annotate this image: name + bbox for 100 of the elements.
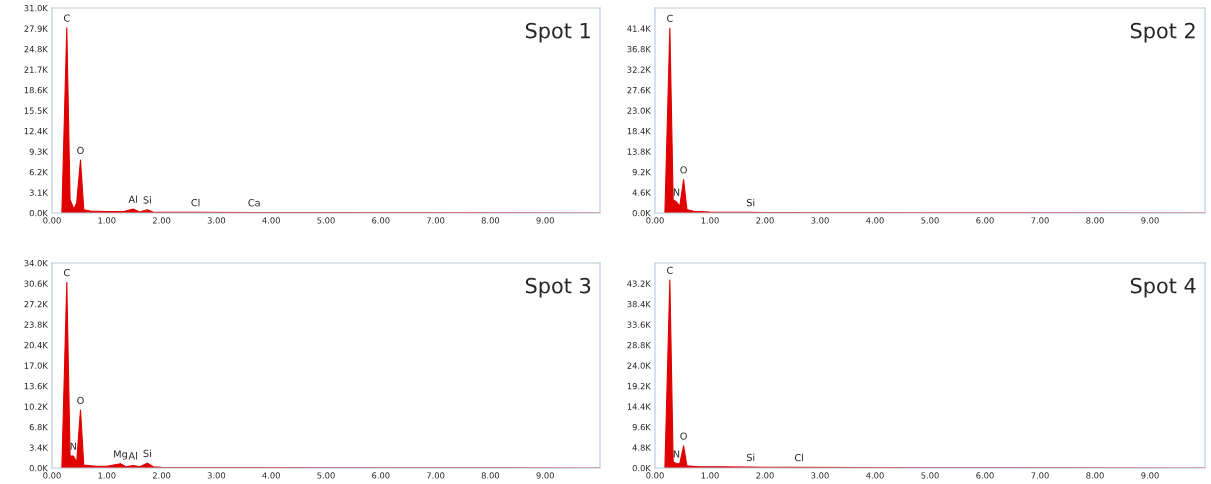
x-tick-label: 1.00: [98, 472, 116, 479]
y-tick-label: 9.3K: [29, 148, 49, 155]
x-tick-label: 1.00: [701, 472, 719, 479]
y-tick-label: 18.6K: [24, 86, 49, 94]
x-tick-label: 7.00: [1031, 217, 1049, 224]
annotation: O: [77, 146, 84, 155]
x-tick-label: 4.00: [262, 217, 280, 224]
annotation: N: [70, 442, 77, 450]
y-tick-label: 9.2K: [632, 168, 652, 176]
y-tick-label: 3.4K: [29, 444, 49, 451]
x-tick-label: 6.00: [372, 472, 390, 479]
y-tick-label: 34.0K: [24, 259, 49, 267]
annotation: C: [63, 14, 70, 22]
y-tick-label: 6.2K: [29, 168, 49, 176]
x-tick-label: 9.00: [536, 217, 554, 224]
y-tick-label: 0.0K: [632, 209, 652, 217]
text: Spot 2: [1130, 22, 1195, 43]
y-tick-label: 27.6K: [627, 86, 652, 94]
y-tick-label: 23.8K: [24, 321, 49, 328]
x-tick-label: 0.00: [43, 217, 61, 224]
y-tick-label: 4.6K: [632, 189, 652, 196]
y-tick-label: 31.0K: [24, 4, 49, 12]
y-tick-label: 0.0K: [29, 464, 49, 472]
y-tick-label: 19.2K: [627, 382, 652, 390]
text: Spot 4: [1130, 277, 1196, 298]
y-tick-label: 12.4K: [24, 127, 49, 135]
y-tick-label: 13.6K: [24, 382, 49, 390]
annotation: Ca: [248, 199, 260, 207]
x-tick-label: 0.00: [646, 472, 664, 479]
annotation: Si: [746, 453, 755, 462]
y-tick-label: 14.4K: [627, 403, 652, 410]
x-tick-label: 6.00: [976, 472, 994, 479]
annotation: C: [63, 268, 70, 277]
x-tick-label: 2.00: [756, 217, 774, 224]
y-tick-label: 23.0K: [627, 107, 652, 114]
x-tick-label: 7.00: [427, 472, 445, 479]
y-tick-label: 32.2K: [627, 66, 652, 73]
y-tick-label: 41.4K: [627, 25, 652, 32]
y-tick-label: 13.8K: [627, 148, 652, 155]
y-tick-label: 6.8K: [29, 423, 49, 431]
annotation: Al: [128, 195, 137, 203]
x-tick-label: 2.00: [152, 217, 171, 224]
y-tick-label: 9.6K: [632, 423, 652, 431]
x-tick-label: 2.00: [152, 472, 171, 479]
x-tick-label: 3.00: [811, 472, 829, 479]
x-tick-label: 9.00: [1141, 472, 1159, 479]
annotation: O: [680, 166, 687, 174]
annotation: O: [77, 396, 84, 405]
x-tick-label: 6.00: [976, 217, 994, 224]
y-tick-label: 24.0K: [627, 362, 652, 369]
text: Spot 3: [525, 277, 591, 298]
y-tick-label: 4.8K: [632, 444, 652, 451]
x-tick-label: 8.00: [1086, 472, 1104, 479]
x-tick-label: 4.00: [262, 472, 280, 479]
x-tick-label: 5.00: [317, 217, 335, 224]
x-tick-label: 3.00: [207, 217, 226, 224]
y-tick-label: 21.7K: [24, 66, 49, 73]
y-tick-label: 27.2K: [24, 300, 49, 308]
x-tick-label: 0.00: [43, 472, 61, 479]
y-tick-label: 0.0K: [632, 464, 652, 472]
y-tick-label: 36.8K: [627, 45, 652, 53]
annotation: Si: [143, 196, 151, 204]
x-tick-label: 6.00: [372, 217, 390, 224]
x-tick-label: 5.00: [921, 472, 939, 479]
y-tick-label: 38.4K: [627, 300, 652, 308]
x-tick-label: 8.00: [481, 472, 500, 479]
annotation: Al: [128, 452, 137, 460]
x-tick-label: 4.00: [866, 217, 884, 224]
y-tick-label: 24.8K: [24, 45, 49, 53]
annotation: Si: [746, 198, 755, 207]
text: Spot 1: [525, 22, 590, 43]
annotation: Mg: [114, 450, 127, 460]
x-tick-label: 0.00: [646, 217, 664, 224]
y-tick-label: 10.2K: [24, 403, 49, 410]
y-tick-label: 17.0K: [24, 362, 49, 369]
y-tick-label: 20.4K: [24, 341, 49, 349]
y-tick-label: 3.1K: [29, 189, 49, 196]
x-tick-label: 9.00: [536, 472, 554, 479]
y-tick-label: 43.2K: [627, 280, 652, 287]
y-tick-label: 30.6K: [24, 280, 49, 287]
y-tick-label: 27.9K: [24, 25, 49, 32]
x-tick-label: 9.00: [1141, 217, 1159, 224]
x-tick-label: 1.00: [98, 217, 116, 224]
y-tick-label: 0.0K: [29, 209, 49, 217]
x-tick-label: 3.00: [207, 472, 226, 479]
x-tick-label: 1.00: [701, 217, 719, 224]
annotation: C: [667, 14, 673, 22]
x-tick-label: 8.00: [481, 217, 500, 224]
x-tick-label: 8.00: [1086, 217, 1104, 224]
x-tick-label: 7.00: [427, 217, 445, 224]
y-tick-label: 28.8K: [627, 341, 652, 349]
annotation: Cl: [191, 198, 200, 207]
x-tick-label: 5.00: [921, 217, 939, 224]
annotation: Si: [143, 449, 151, 458]
y-tick-label: 33.6K: [627, 321, 652, 328]
x-tick-label: 3.00: [811, 217, 829, 224]
annotation: C: [667, 266, 673, 275]
x-tick-label: 5.00: [317, 472, 335, 479]
y-tick-label: 15.5K: [24, 107, 49, 114]
x-tick-label: 7.00: [1031, 472, 1049, 479]
